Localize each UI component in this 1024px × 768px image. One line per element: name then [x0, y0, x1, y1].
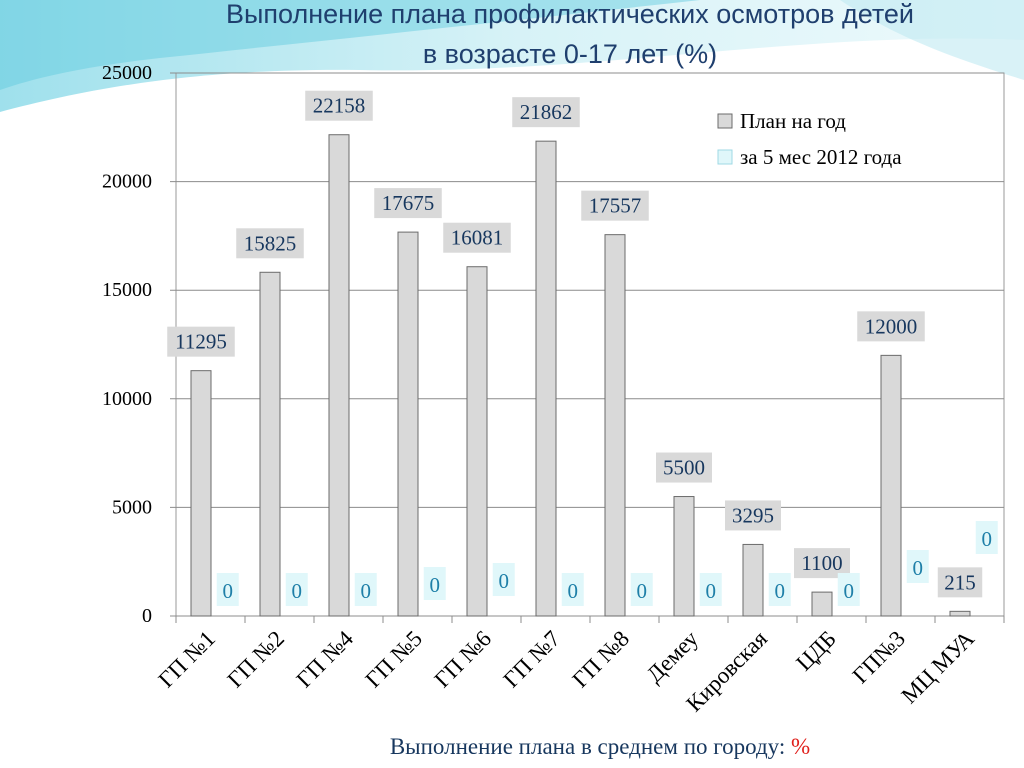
x-tick-label: МЦ МУА: [896, 626, 979, 709]
x-tick-label: ГП №1: [153, 626, 220, 693]
bar-plan: [328, 134, 350, 617]
y-tick-label: 25000: [102, 62, 152, 84]
title-line-2: в возрасте 0-17 лет (%): [422, 39, 718, 69]
data-label-plan: 17557: [589, 194, 642, 218]
data-label-box: [630, 573, 653, 606]
footer-text: Выполнение плана в среднем по городу:: [389, 734, 786, 759]
data-label-done: 0: [844, 579, 855, 603]
footer-value: %: [791, 734, 811, 759]
data-label-box: [512, 97, 580, 128]
data-label-done: 0: [499, 569, 510, 593]
data-label-box: [305, 90, 373, 121]
bar-plan: [535, 140, 557, 617]
data-label-plan: 215: [944, 570, 976, 594]
data-label-box: [285, 573, 308, 606]
data-label-box: [492, 563, 515, 596]
bar-plan: [466, 266, 488, 617]
legend-label-plan: План на год: [740, 109, 846, 133]
data-label-plan: 3295: [732, 503, 774, 527]
bar-plan: [259, 271, 281, 617]
y-tick-label: 15000: [102, 279, 152, 301]
data-label-box: [656, 452, 712, 483]
y-tick-label: 20000: [102, 171, 152, 193]
data-label-box: [167, 326, 235, 357]
data-label-done: 0: [223, 579, 234, 603]
bar-plan: [742, 543, 764, 617]
data-label-plan: 1100: [801, 551, 842, 575]
data-label-done: 0: [430, 573, 441, 597]
x-tick-label: ГП №2: [222, 626, 289, 693]
bar-plan: [880, 354, 902, 617]
x-tick-label: ГП №8: [567, 626, 634, 693]
y-tick-label: 0: [142, 605, 152, 627]
data-label-box: [906, 550, 929, 583]
x-tick-label: Демеу: [642, 626, 704, 688]
data-label-plan: 21862: [520, 100, 573, 124]
chart-title: Выполнение плана профилактических осмотр…: [100, 0, 1024, 74]
data-label-done: 0: [982, 527, 993, 551]
data-label-done: 0: [706, 579, 717, 603]
data-label-box: [374, 188, 442, 219]
data-label-plan: 5500: [663, 456, 705, 480]
legend-swatch-plan: [717, 113, 733, 129]
data-label-done: 0: [637, 579, 648, 603]
x-tick-label: ГП №4: [291, 626, 358, 693]
bar-plan: [811, 591, 833, 617]
data-label-plan: 12000: [865, 314, 918, 338]
data-label-done: 0: [568, 579, 579, 603]
data-label-box: [354, 573, 377, 606]
data-label-box: [975, 521, 998, 554]
x-tick-label: ГП№3: [848, 626, 910, 688]
x-tick-label: ГП №5: [360, 626, 427, 693]
data-label-done: 0: [775, 579, 786, 603]
data-label-plan: 17675: [382, 191, 435, 215]
bar-plan: [949, 610, 971, 617]
data-label-plan: 22158: [313, 94, 366, 118]
data-label-box: [699, 573, 722, 606]
x-tick-label: ГП №6: [429, 626, 496, 693]
legend-swatch-done: [717, 149, 733, 165]
legend-label-done: за 5 мес 2012 года: [740, 145, 902, 169]
bar-plan: [397, 231, 419, 617]
data-label-box: [937, 567, 983, 598]
bar-plan: [604, 234, 626, 617]
data-label-box: [725, 500, 781, 531]
title-line-1: Выполнение плана профилактических осмотр…: [225, 0, 914, 29]
data-label-box: [423, 567, 446, 600]
data-label-box: [216, 573, 239, 606]
data-label-done: 0: [361, 579, 372, 603]
data-label-box: [443, 222, 511, 253]
data-label-box: [837, 573, 860, 606]
data-label-box: [561, 573, 584, 606]
data-label-box: [768, 573, 791, 606]
data-label-box: [236, 228, 304, 259]
x-tick-label: ЦДБ: [791, 626, 841, 676]
bar-plan: [673, 496, 695, 617]
y-tick-label: 5000: [112, 496, 152, 518]
data-label-plan: 16081: [451, 226, 504, 250]
data-label-done: 0: [292, 579, 303, 603]
footer-summary: Выполнение плана в среднем по городу: %: [0, 734, 1024, 760]
data-label-done: 0: [913, 556, 924, 580]
data-label-plan: 15825: [244, 231, 297, 255]
data-label-box: [581, 190, 649, 221]
data-label-plan: 11295: [175, 330, 227, 354]
y-tick-label: 10000: [102, 388, 152, 410]
data-label-box: [857, 311, 925, 342]
bar-plan: [190, 370, 212, 617]
x-tick-label: ГП №7: [498, 626, 565, 693]
